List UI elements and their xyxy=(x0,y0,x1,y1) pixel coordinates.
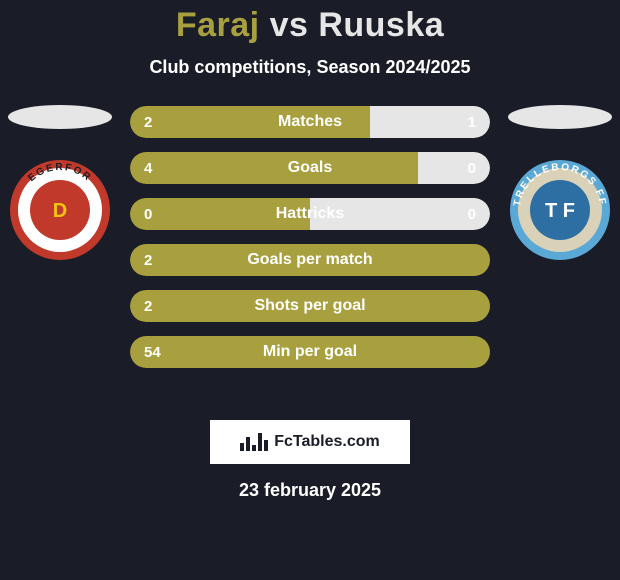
barchart-icon xyxy=(240,433,268,451)
stat-bar-left xyxy=(130,290,490,322)
svg-text:D: D xyxy=(53,200,67,222)
stat-row: 0 0 Hattricks xyxy=(130,198,490,230)
stat-bar-right xyxy=(310,198,490,230)
stat-bar-left xyxy=(130,106,370,138)
attribution-badge: FcTables.com xyxy=(210,420,410,464)
stat-bar-left xyxy=(130,152,418,184)
stat-bars: 2 1 Matches 4 0 Goals 0 0 Hattricks 2 Go… xyxy=(130,106,490,368)
subtitle: Club competitions, Season 2024/2025 xyxy=(0,57,620,78)
stat-row: 2 Shots per goal xyxy=(130,290,490,322)
stat-bar-right xyxy=(418,152,490,184)
right-club-crest-icon: TRELLEBORGS FF T F xyxy=(510,160,610,260)
comparison-panel: EGERFOR D TRELLEBORGS FF T F 2 1 Matches… xyxy=(0,106,620,396)
stat-bar-right xyxy=(370,106,490,138)
stat-bar-left xyxy=(130,198,310,230)
stat-row: 2 1 Matches xyxy=(130,106,490,138)
stat-bar-left xyxy=(130,244,490,276)
stat-row: 4 0 Goals xyxy=(130,152,490,184)
attribution-text: FcTables.com xyxy=(274,433,380,451)
stat-bar-left xyxy=(130,336,490,368)
title-left: Faraj xyxy=(176,6,260,44)
right-ellipse-icon xyxy=(507,104,613,130)
title-right: Ruuska xyxy=(318,6,444,44)
title-vs: vs xyxy=(270,6,319,44)
stat-row: 2 Goals per match xyxy=(130,244,490,276)
svg-text:T F: T F xyxy=(545,200,575,222)
left-ellipse-icon xyxy=(7,104,113,130)
left-player-col: EGERFOR D xyxy=(0,106,120,260)
page-title: Faraj vs Ruuska xyxy=(0,6,620,45)
left-club-crest-icon: EGERFOR D xyxy=(10,160,110,260)
stat-row: 54 Min per goal xyxy=(130,336,490,368)
header: Faraj vs Ruuska Club competitions, Seaso… xyxy=(0,0,620,78)
as-of-date: 23 february 2025 xyxy=(0,480,620,501)
right-player-col: TRELLEBORGS FF T F xyxy=(500,106,620,260)
